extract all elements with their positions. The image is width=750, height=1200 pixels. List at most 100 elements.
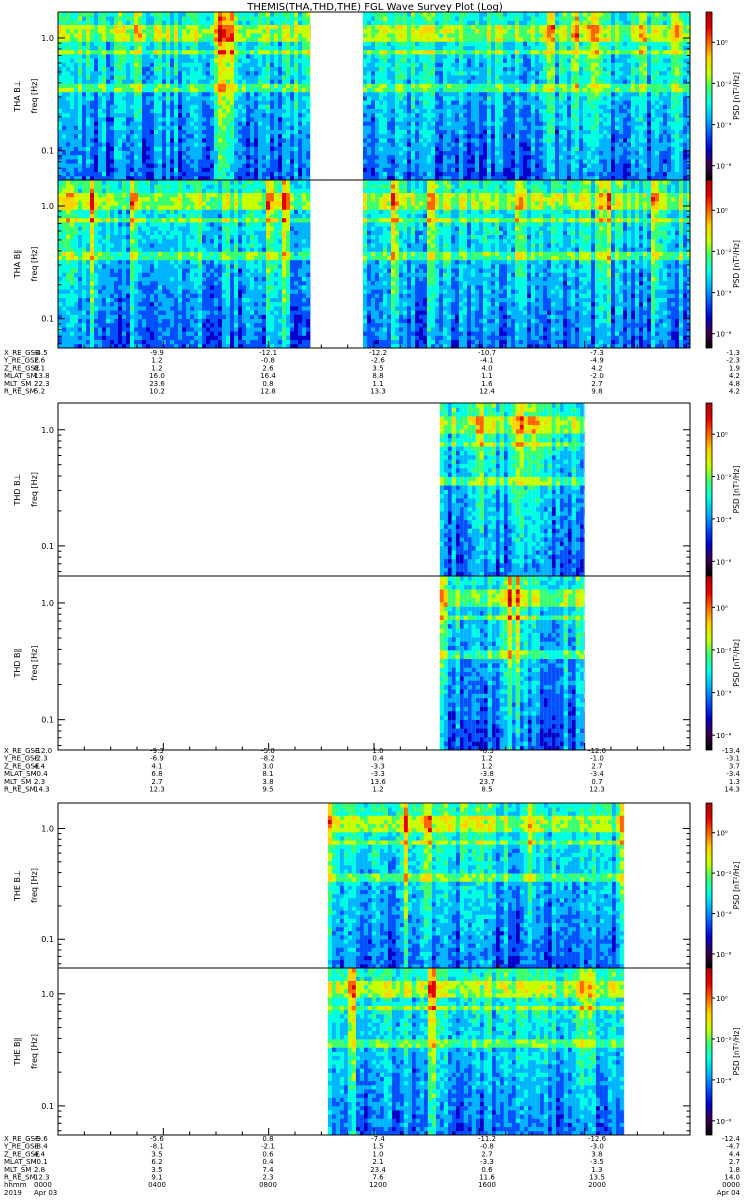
heatmap-cell	[78, 104, 82, 109]
heatmap-cell	[531, 121, 535, 126]
heatmap-cell	[86, 163, 90, 168]
heatmap-cell	[78, 25, 82, 30]
heatmap-cell	[242, 46, 246, 51]
heatmap-cell	[106, 96, 110, 101]
heatmap-cell	[527, 54, 531, 59]
heatmap-cell	[423, 54, 427, 59]
heatmap-cell	[222, 121, 226, 126]
heatmap-cell	[395, 121, 399, 126]
heatmap-cell	[190, 172, 194, 177]
heatmap-cell	[242, 121, 246, 126]
heatmap-cell	[519, 54, 523, 59]
heatmap-cell	[170, 88, 174, 93]
heatmap-cell	[583, 134, 587, 139]
heatmap-cell	[94, 83, 98, 88]
heatmap-cell	[254, 151, 258, 156]
heatmap-cell	[198, 142, 202, 147]
heatmap-cell	[543, 96, 547, 101]
heatmap-cell	[535, 67, 539, 72]
heatmap-cell	[599, 138, 603, 143]
heatmap-cell	[286, 25, 290, 30]
heatmap-cell	[483, 159, 487, 164]
heatmap-cell	[531, 142, 535, 147]
heatmap-cell	[250, 125, 254, 130]
heatmap-cell	[146, 117, 150, 122]
heatmap-cell	[286, 29, 290, 34]
heatmap-cell	[170, 142, 174, 147]
heatmap-cell	[491, 20, 495, 25]
heatmap-cell	[491, 151, 495, 156]
wave-survey-figure: THEMIS(THA,THD,THE) FGL Wave Survey Plot…	[0, 0, 750, 1200]
heatmap-cell	[138, 20, 142, 25]
heatmap-cell	[278, 20, 282, 25]
heatmap-cell	[447, 146, 451, 151]
heatmap-cell	[122, 125, 126, 130]
heatmap-cell	[495, 100, 499, 105]
heatmap-cell	[523, 172, 527, 177]
heatmap-cell	[170, 25, 174, 30]
heatmap-cell	[467, 121, 471, 126]
heatmap-cell	[154, 29, 158, 34]
heatmap-cell	[74, 67, 78, 72]
heatmap-cell	[154, 46, 158, 51]
heatmap-cell	[238, 130, 242, 135]
heatmap-cell	[375, 79, 379, 84]
heatmap-cell	[439, 109, 443, 114]
heatmap-cell	[399, 75, 403, 80]
heatmap-cell	[226, 25, 230, 30]
heatmap-cell	[302, 37, 306, 42]
heatmap-cell	[258, 54, 262, 59]
heatmap-cell	[483, 20, 487, 25]
heatmap-cell	[226, 167, 230, 172]
heatmap-cell	[419, 138, 423, 143]
heatmap-cell	[595, 41, 599, 46]
heatmap-cell	[226, 100, 230, 105]
heatmap-cell	[150, 50, 154, 55]
heatmap-cell	[118, 92, 122, 97]
heatmap-cell	[210, 117, 214, 122]
heatmap-cell	[443, 138, 447, 143]
heatmap-cell	[78, 37, 82, 42]
heatmap-cell	[511, 125, 515, 130]
heatmap-cell	[250, 58, 254, 63]
heatmap-cell	[198, 16, 202, 21]
heatmap-cell	[286, 71, 290, 76]
heatmap-cell	[186, 138, 190, 143]
heatmap-cell	[431, 50, 435, 55]
heatmap-cell	[270, 25, 274, 30]
heatmap-cell	[74, 29, 78, 34]
heatmap-cell	[403, 79, 407, 84]
heatmap-cell	[591, 163, 595, 168]
heatmap-cell	[447, 96, 451, 101]
heatmap-cell	[439, 33, 443, 38]
heatmap-cell	[234, 125, 238, 130]
heatmap-cell	[106, 62, 110, 67]
heatmap-cell	[423, 16, 427, 21]
heatmap-cell	[158, 12, 162, 17]
heatmap-cell	[487, 155, 491, 160]
heatmap-cell	[234, 163, 238, 168]
heatmap-cell	[463, 146, 467, 151]
heatmap-cell	[527, 146, 531, 151]
heatmap-cell	[555, 50, 559, 55]
heatmap-cell	[579, 109, 583, 114]
heatmap-cell	[302, 142, 306, 147]
heatmap-cell	[110, 113, 114, 118]
heatmap-cell	[591, 138, 595, 143]
heatmap-cell	[551, 29, 555, 34]
heatmap-cell	[367, 109, 371, 114]
heatmap-cell	[507, 159, 511, 164]
heatmap-cell	[102, 92, 106, 97]
heatmap-cell	[471, 75, 475, 80]
heatmap-cell	[210, 125, 214, 130]
heatmap-cell	[86, 71, 90, 76]
heatmap-cell	[162, 25, 166, 30]
heatmap-cell	[62, 46, 66, 51]
heatmap-cell	[62, 50, 66, 55]
heatmap-cell	[523, 88, 527, 93]
heatmap-cell	[66, 62, 70, 67]
heatmap-cell	[290, 146, 294, 151]
heatmap-cell	[467, 33, 471, 38]
heatmap-cell	[218, 62, 222, 67]
heatmap-cell	[174, 159, 178, 164]
